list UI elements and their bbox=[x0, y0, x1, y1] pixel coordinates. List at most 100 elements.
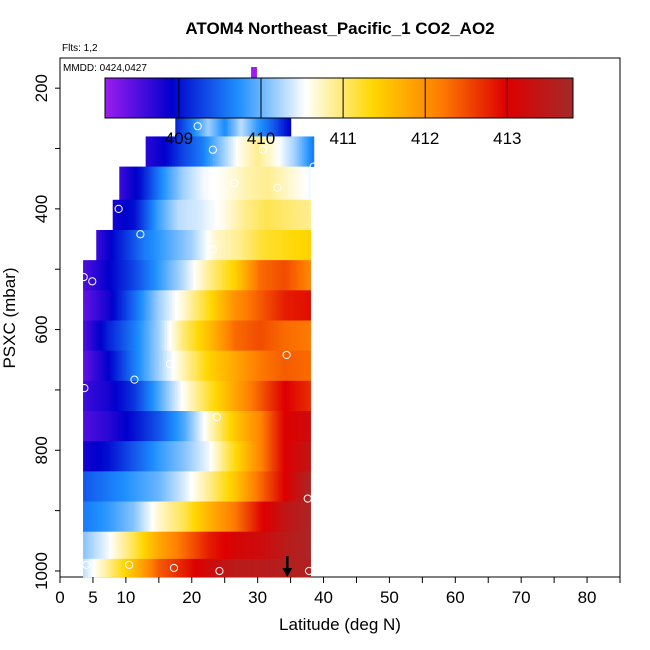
heatmap-cell bbox=[208, 441, 211, 472]
heatmap-cell bbox=[117, 558, 120, 578]
heatmap-cell bbox=[213, 106, 216, 137]
heatmap-cell bbox=[275, 380, 279, 412]
heatmap-cell bbox=[228, 106, 231, 137]
heatmap-cell bbox=[287, 441, 290, 472]
heatmap-cell bbox=[288, 441, 292, 472]
heatmap-cell bbox=[88, 558, 91, 578]
heatmap-cell bbox=[211, 166, 214, 201]
heatmap-cell bbox=[260, 471, 264, 502]
heatmap-cell bbox=[119, 320, 122, 352]
heatmap-cell bbox=[265, 166, 269, 201]
heatmap-cell bbox=[249, 350, 252, 382]
heatmap-cell bbox=[219, 106, 223, 137]
heatmap-cell bbox=[111, 531, 114, 560]
heatmap-cell bbox=[254, 106, 257, 137]
heatmap-cell bbox=[219, 501, 223, 533]
heatmap-cell bbox=[153, 199, 157, 231]
heatmap-cell bbox=[242, 290, 246, 321]
heatmap-cell bbox=[102, 380, 106, 412]
heatmap-cell bbox=[295, 260, 298, 291]
heatmap-cell bbox=[264, 380, 267, 412]
heatmap-cell bbox=[120, 199, 124, 231]
heatmap-cell bbox=[256, 320, 259, 352]
heatmap-cell bbox=[88, 441, 91, 472]
heatmap-cell bbox=[83, 260, 86, 291]
heatmap-cell bbox=[206, 441, 209, 472]
heatmap-cell bbox=[91, 380, 94, 412]
heatmap-cell bbox=[300, 350, 303, 382]
heatmap-cell bbox=[135, 501, 139, 533]
heatmap-cell bbox=[297, 471, 300, 502]
heatmap-cell bbox=[134, 350, 137, 382]
heatmap-cell bbox=[247, 320, 251, 352]
heatmap-cell bbox=[112, 531, 115, 560]
heatmap-cell bbox=[203, 411, 206, 442]
heatmap-cell bbox=[256, 199, 259, 231]
heatmap-cell bbox=[135, 260, 139, 291]
heatmap-cell bbox=[264, 260, 267, 291]
heatmap-cell bbox=[302, 320, 305, 352]
heatmap-cell bbox=[208, 380, 211, 412]
heatmap-cell bbox=[265, 471, 269, 502]
heatmap-cell bbox=[176, 290, 180, 321]
heatmap-cell bbox=[275, 471, 279, 502]
heatmap-cell bbox=[254, 136, 257, 168]
heatmap-cell bbox=[218, 106, 221, 137]
heatmap-cell bbox=[165, 380, 168, 412]
heatmap-cell bbox=[132, 380, 135, 412]
heatmap-cell bbox=[84, 260, 87, 291]
heatmap-cell bbox=[208, 350, 211, 382]
heatmap-cell bbox=[196, 320, 199, 352]
heatmap-cell bbox=[209, 166, 213, 201]
heatmap-cell bbox=[229, 441, 232, 472]
heatmap-cell bbox=[239, 320, 242, 352]
heatmap-cell bbox=[200, 441, 203, 472]
heatmap-cell bbox=[112, 380, 115, 412]
heatmap-cell bbox=[221, 290, 224, 321]
heatmap-cell bbox=[150, 320, 153, 352]
heatmap-cell bbox=[203, 350, 206, 382]
heatmap-cell bbox=[272, 136, 275, 168]
heatmap-cell bbox=[279, 350, 282, 382]
heatmap-cell bbox=[186, 229, 190, 261]
heatmap-cell bbox=[88, 501, 91, 533]
heatmap-cell bbox=[102, 531, 106, 560]
heatmap-cell bbox=[265, 320, 269, 352]
heatmap-cell bbox=[246, 260, 249, 291]
heatmap-cell bbox=[147, 471, 150, 502]
heatmap-cell bbox=[125, 260, 129, 291]
heatmap-cell bbox=[246, 106, 249, 137]
heatmap-cell bbox=[302, 380, 305, 412]
heatmap-cell bbox=[298, 136, 302, 168]
heatmap-cell bbox=[99, 350, 102, 382]
heatmap-cell bbox=[106, 501, 109, 533]
heatmap-cell bbox=[298, 411, 302, 442]
heatmap-cell bbox=[246, 136, 249, 168]
heatmap-cell bbox=[239, 411, 242, 442]
heatmap-cell bbox=[303, 260, 307, 291]
heatmap-cell bbox=[244, 531, 247, 560]
heatmap-cell bbox=[209, 411, 213, 442]
heatmap-cell bbox=[251, 531, 254, 560]
heatmap-cell bbox=[219, 558, 223, 578]
heatmap-cell bbox=[262, 531, 265, 560]
heatmap-cell bbox=[223, 558, 226, 578]
heatmap-cell bbox=[206, 106, 209, 137]
heatmap-cell bbox=[122, 320, 125, 352]
heatmap-cell bbox=[221, 531, 224, 560]
x-axis-label: Latitude (deg N) bbox=[279, 615, 401, 634]
heatmap-cell bbox=[106, 260, 109, 291]
heatmap-cell bbox=[242, 136, 246, 168]
heatmap-cell bbox=[198, 199, 201, 231]
heatmap-cell bbox=[251, 166, 254, 201]
heatmap-cell bbox=[211, 411, 214, 442]
heatmap-cell bbox=[239, 531, 242, 560]
flight-point bbox=[230, 178, 239, 188]
heatmap-cell bbox=[280, 501, 283, 533]
heatmap-cell bbox=[270, 229, 274, 261]
heatmap-cell bbox=[183, 106, 186, 137]
heatmap-cell bbox=[137, 229, 140, 261]
x-tick-label: 10 bbox=[116, 588, 135, 607]
heatmap-cell bbox=[193, 290, 196, 321]
heatmap-cell bbox=[198, 350, 201, 382]
